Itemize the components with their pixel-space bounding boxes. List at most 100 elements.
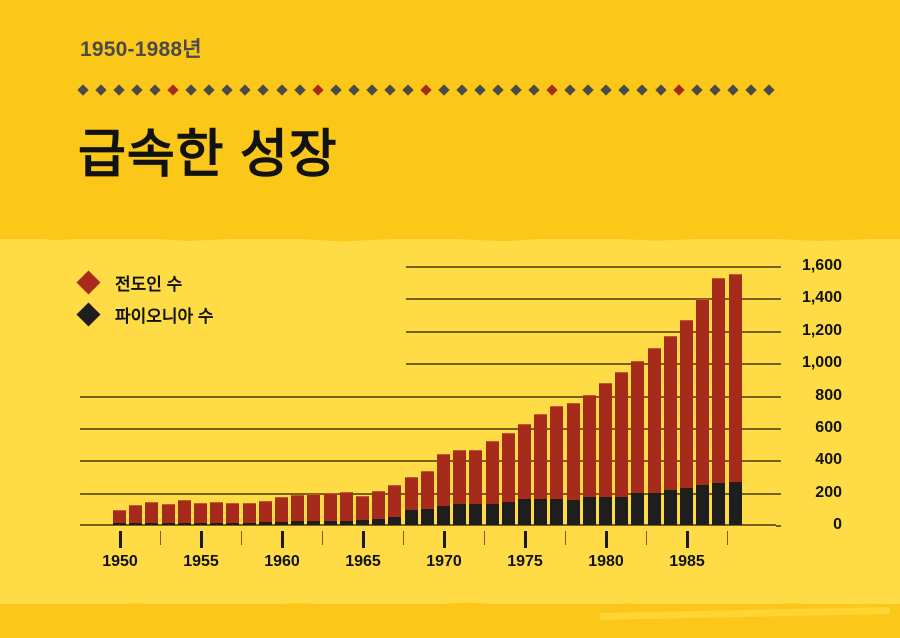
bar-segment-pioneers xyxy=(194,522,207,525)
bar-segment-publishers xyxy=(712,277,725,525)
x-axis-minor-tick xyxy=(160,531,161,545)
x-axis-tick-1960 xyxy=(281,531,284,548)
bar-1980 xyxy=(599,383,612,525)
bar-1981 xyxy=(615,371,628,525)
bar-1967 xyxy=(388,485,401,525)
x-axis-tick-1985 xyxy=(686,531,689,548)
bar-segment-publishers xyxy=(145,502,158,525)
y-axis-label: 400 xyxy=(815,451,842,468)
x-axis-minor-tick xyxy=(565,531,566,545)
bar-1974 xyxy=(502,432,515,525)
y-axis-tick xyxy=(776,525,781,527)
bar-1960 xyxy=(275,497,288,525)
bar-segment-publishers xyxy=(178,499,191,525)
bar-segment-publishers xyxy=(243,502,256,525)
bar-segment-pioneers xyxy=(550,499,563,525)
y-axis-tick xyxy=(776,298,781,300)
bar-segment-pioneers xyxy=(210,522,223,525)
legend-label-pioneers: 파이오니아 수 xyxy=(115,306,214,326)
bar-segment-publishers xyxy=(356,496,369,525)
bar-1985 xyxy=(680,320,693,525)
bar-1984 xyxy=(664,336,677,525)
bar-segment-publishers xyxy=(324,493,337,525)
y-axis-label: 1,200 xyxy=(801,322,842,339)
bar-segment-publishers xyxy=(664,336,677,525)
bar-segment-publishers xyxy=(259,501,272,525)
x-axis-label-1980: 1980 xyxy=(588,553,624,570)
bar-1957 xyxy=(226,502,239,525)
header-background-band xyxy=(0,0,900,239)
x-axis-minor-tick xyxy=(241,531,242,545)
bar-segment-publishers xyxy=(696,299,709,525)
bar-segment-pioneers xyxy=(615,496,628,525)
bar-1978 xyxy=(567,403,580,525)
bar-segment-publishers xyxy=(680,320,693,525)
bar-1983 xyxy=(648,347,661,525)
bar-segment-pioneers xyxy=(631,493,644,525)
bar-series-container xyxy=(113,260,753,525)
bar-1987 xyxy=(712,277,725,525)
bar-1970 xyxy=(437,454,450,525)
y-axis-tick xyxy=(776,428,781,430)
gridline xyxy=(406,331,776,333)
bar-segment-pioneers xyxy=(129,523,142,525)
bar-segment-pioneers xyxy=(437,505,450,525)
bar-1962 xyxy=(307,494,320,525)
bar-segment-pioneers xyxy=(178,522,191,525)
bar-1955 xyxy=(194,502,207,525)
bar-segment-pioneers xyxy=(340,520,353,525)
bar-1950 xyxy=(113,510,126,525)
x-axis-tick-1955 xyxy=(200,531,203,548)
y-axis-label: 1,000 xyxy=(801,354,842,371)
bar-segment-pioneers xyxy=(534,499,547,525)
bar-1964 xyxy=(340,492,353,525)
bar-1982 xyxy=(631,360,644,525)
gridline xyxy=(406,266,776,268)
y-axis-label: 1,400 xyxy=(801,289,842,306)
bar-segment-pioneers xyxy=(421,508,434,525)
bar-segment-publishers xyxy=(275,497,288,525)
bar-segment-publishers xyxy=(291,494,304,525)
bar-segment-publishers xyxy=(615,371,628,525)
gridline xyxy=(80,396,776,398)
bar-1972 xyxy=(469,449,482,525)
bar-segment-publishers xyxy=(307,494,320,525)
y-axis-tick xyxy=(776,460,781,462)
bar-1954 xyxy=(178,499,191,525)
bar-1971 xyxy=(453,450,466,525)
y-axis-label: 600 xyxy=(815,419,842,436)
chart-background-band xyxy=(0,239,900,607)
x-axis-label-1955: 1955 xyxy=(183,553,219,570)
x-axis-tick-1970 xyxy=(443,531,446,548)
bar-segment-publishers xyxy=(534,413,547,525)
legend-item-pioneers: 파이오니아 수 xyxy=(76,300,214,328)
x-axis-tick-1965 xyxy=(362,531,365,548)
bar-segment-pioneers xyxy=(648,492,661,525)
bar-1988 xyxy=(729,273,742,525)
bar-1951 xyxy=(129,504,142,525)
bar-segment-publishers xyxy=(567,403,580,525)
bar-segment-pioneers xyxy=(502,501,515,525)
bar-1961 xyxy=(291,494,304,525)
x-axis-minor-tick xyxy=(403,531,404,545)
bar-segment-pioneers xyxy=(145,522,158,525)
x-axis-label-1975: 1975 xyxy=(507,553,543,570)
gridline xyxy=(406,298,776,300)
bar-1975 xyxy=(518,424,531,525)
bar-segment-publishers xyxy=(194,502,207,525)
page-title: 급속한 성장 xyxy=(78,126,338,184)
chart-baseline-axis xyxy=(80,524,776,526)
x-axis-label-1965: 1965 xyxy=(345,553,381,570)
bar-segment-pioneers xyxy=(275,521,288,525)
bar-segment-publishers xyxy=(372,490,385,525)
bar-segment-pioneers xyxy=(453,503,466,525)
bar-1968 xyxy=(405,477,418,525)
bar-segment-publishers xyxy=(210,502,223,525)
bar-segment-pioneers xyxy=(680,487,693,525)
bar-1959 xyxy=(259,501,272,525)
y-axis-tick xyxy=(776,493,781,495)
gridline xyxy=(406,363,776,365)
bar-1976 xyxy=(534,413,547,525)
x-axis-tick-1975 xyxy=(524,531,527,548)
